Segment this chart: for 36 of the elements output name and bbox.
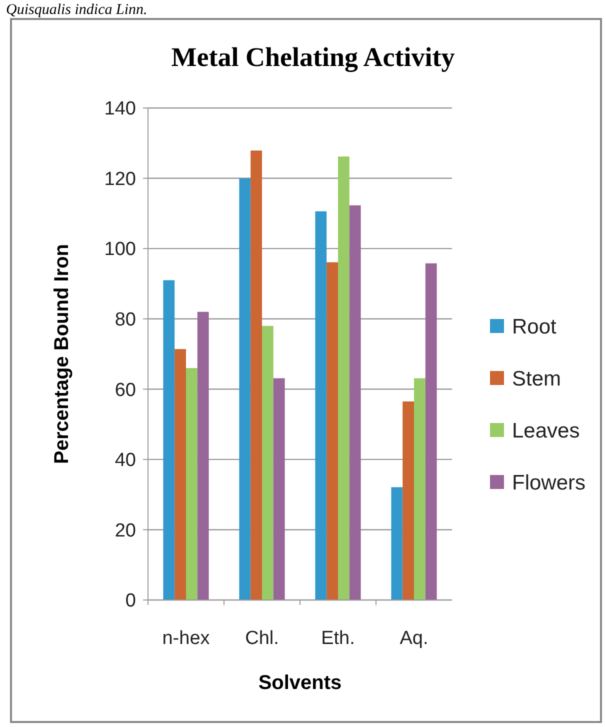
x-tick-label: Chl. <box>245 628 279 649</box>
bar <box>391 487 403 600</box>
y-tick-label: 140 <box>104 98 136 120</box>
y-tick-label: 100 <box>104 239 136 260</box>
legend-label: Root <box>512 315 557 338</box>
legend-label: Stem <box>512 367 562 390</box>
y-tick-label: 20 <box>114 520 136 542</box>
y-tick-label: 120 <box>104 168 136 190</box>
bar <box>315 211 327 600</box>
bar <box>425 263 437 600</box>
bar <box>414 378 426 600</box>
bar <box>163 280 175 600</box>
bar <box>402 401 414 600</box>
y-axis-title: Percentage Bound Iron <box>51 244 73 464</box>
bar <box>262 326 274 600</box>
x-tick-label: n-hex <box>162 628 210 649</box>
x-tick-label: Aq. <box>400 628 428 649</box>
chart-title: Metal Chelating Activity <box>171 42 456 72</box>
y-tick-label: 40 <box>114 450 136 472</box>
bar <box>250 150 262 600</box>
legend-label: Leaves <box>512 419 580 442</box>
x-tick-label: Eth. <box>321 628 355 649</box>
bar <box>174 349 186 600</box>
text: Quisqualis indica Linn. <box>6 2 148 18</box>
y-tick-label: 60 <box>114 380 136 401</box>
bar <box>239 178 251 600</box>
legend-label: Flowers <box>512 471 586 494</box>
y-tick-label: 0 <box>125 590 136 612</box>
bar <box>338 156 350 600</box>
bar <box>197 312 209 600</box>
x-axis-title: Solvents <box>258 672 342 694</box>
bar <box>349 205 361 600</box>
bar <box>186 368 198 600</box>
bar <box>326 262 338 600</box>
bar <box>273 378 285 600</box>
y-tick-label: 80 <box>114 310 136 331</box>
